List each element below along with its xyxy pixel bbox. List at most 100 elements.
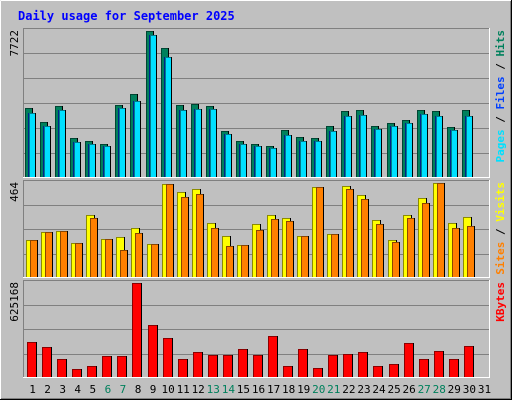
pages-bar-day-23	[360, 115, 367, 177]
kbytes-bar-day-21	[328, 355, 338, 377]
sites-bar-day-24	[376, 224, 384, 277]
kbytes-bar-day-10	[163, 338, 173, 377]
hits-files-pages-axis-label: Pages / Files / Hits	[494, 30, 507, 163]
pages-bar-day-6	[104, 146, 111, 177]
x-tick-day-18: 18	[282, 383, 295, 396]
sites-bar-day-1	[30, 240, 38, 277]
x-tick-day-17: 17	[267, 383, 280, 396]
kbytes-bar-day-16	[253, 355, 263, 377]
x-tick-day-25: 25	[387, 383, 400, 396]
x-tick-day-14: 14	[222, 383, 236, 396]
pages-bar-day-20	[315, 141, 322, 177]
x-tick-day-7: 7	[120, 383, 127, 396]
kbytes-bar-day-8	[132, 283, 142, 377]
hits-files-pages-panel: 7722 Pages / Files / Hits	[8, 28, 507, 178]
sites-bar-day-13	[211, 228, 219, 277]
kbytes-bar-day-11	[178, 359, 188, 377]
kbytes-bar-day-25	[389, 364, 399, 377]
visits-sites-axis-label: Sites / Visits	[494, 182, 507, 275]
pages-bar-day-27	[421, 114, 428, 177]
kbytes-bar-day-26	[404, 343, 414, 377]
pages-bar-day-18	[285, 135, 292, 177]
pages-bar-day-17	[270, 148, 277, 177]
x-tick-day-22: 22	[342, 383, 355, 396]
kbytes-bar-day-9	[148, 325, 158, 377]
pages-bar-day-2	[44, 126, 51, 177]
sites-bar-day-27	[422, 203, 430, 277]
sites-bar-day-23	[361, 199, 369, 277]
sites-bar-day-16	[256, 230, 264, 277]
kbytes-bar-day-15	[238, 349, 248, 377]
sites-bar-day-17	[271, 219, 279, 277]
sites-bar-day-10	[166, 184, 174, 277]
sites-bar-day-28	[437, 183, 445, 277]
kbytes-bar-day-5	[87, 366, 97, 377]
kbytes-bar-day-29	[449, 359, 459, 377]
pages-bar-day-22	[345, 116, 352, 177]
kbytes-bar-day-20	[313, 368, 323, 377]
x-tick-day-2: 2	[44, 383, 51, 396]
pages-bar-day-25	[391, 126, 398, 177]
kbytes-bar-day-22	[343, 354, 353, 377]
x-tick-day-24: 24	[372, 383, 386, 396]
pages-bar-day-29	[451, 130, 458, 177]
kbytes-bar-day-24	[373, 366, 383, 377]
sites-bar-day-30	[467, 226, 475, 277]
x-tick-day-13: 13	[207, 383, 220, 396]
x-tick-day-4: 4	[74, 383, 81, 396]
sites-bar-day-2	[45, 232, 53, 277]
kbytes-bar-day-13	[208, 355, 218, 377]
kbytes-bar-day-4	[72, 369, 82, 377]
kbytes-panel: 625168 KBytes	[8, 280, 507, 378]
sites-bar-day-8	[135, 233, 143, 277]
x-tick-day-15: 15	[237, 383, 250, 396]
sites-bar-day-4	[75, 243, 83, 277]
x-tick-day-6: 6	[105, 383, 112, 396]
x-tick-day-1: 1	[29, 383, 36, 396]
pages-bar-day-3	[59, 110, 66, 177]
sites-bar-day-29	[452, 228, 460, 277]
visits-max-label: 464	[8, 182, 21, 202]
sites-bar-day-22	[346, 189, 354, 277]
pages-bar-day-11	[180, 110, 187, 177]
x-tick-day-8: 8	[135, 383, 142, 396]
pages-bar-day-10	[165, 57, 172, 177]
kbytes-bar-day-2	[42, 347, 52, 377]
x-tick-day-23: 23	[357, 383, 370, 396]
x-tick-day-29: 29	[448, 383, 461, 396]
sites-bar-day-18	[286, 221, 294, 277]
sites-bar-day-11	[181, 197, 189, 277]
pages-bar-day-12	[195, 109, 202, 177]
kbytes-axis-label: KBytes	[494, 282, 507, 322]
x-tick-day-10: 10	[161, 383, 174, 396]
pages-bar-day-1	[29, 113, 36, 177]
x-tick-day-26: 26	[402, 383, 415, 396]
sites-bar-day-25	[392, 242, 400, 277]
sites-bar-day-3	[60, 231, 68, 277]
x-tick-day-27: 27	[418, 383, 431, 396]
sites-bar-day-12	[196, 194, 204, 277]
x-axis-labels: 1 2 3 4 5 6 7 8 9 10 11 12 13 14 15 16 17 18 19 20 21 22 23 24 2…	[29, 383, 491, 396]
pages-bar-day-24	[375, 129, 382, 177]
sites-bar-day-21	[331, 234, 339, 277]
sites-bar-day-6	[105, 239, 113, 277]
x-tick-day-3: 3	[59, 383, 66, 396]
kbytes-bar-day-28	[434, 351, 444, 377]
x-tick-day-9: 9	[150, 383, 157, 396]
pages-bar-day-7	[119, 108, 126, 177]
pages-bar-day-21	[330, 131, 337, 177]
kbytes-bar-day-18	[283, 366, 293, 377]
sites-bar-day-19	[301, 236, 309, 277]
sites-bar-day-26	[407, 218, 415, 277]
kbytes-bar-day-17	[268, 336, 278, 377]
x-tick-day-28: 28	[433, 383, 446, 396]
kbytes-bar-day-1	[27, 342, 37, 377]
hits-max-label: 7722	[8, 30, 21, 57]
pages-bar-day-4	[74, 142, 81, 177]
visits-sites-panel: 464 Sites / Visits	[8, 180, 507, 278]
kbytes-bar-day-27	[419, 359, 429, 377]
x-tick-day-11: 11	[177, 383, 190, 396]
kbytes-max-label: 625168	[8, 282, 21, 322]
pages-bar-day-15	[240, 144, 247, 177]
kbytes-bar-day-12	[193, 352, 203, 377]
